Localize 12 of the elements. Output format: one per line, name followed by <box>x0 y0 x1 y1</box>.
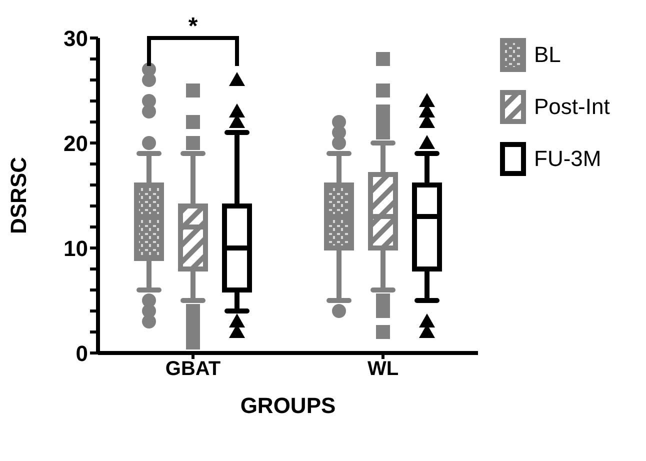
y-tick-label: 20 <box>64 130 88 156</box>
x-axis-title: GROUPS <box>240 393 336 418</box>
legend-label: FU-3M <box>534 146 602 172</box>
legend-label: Post-Int <box>534 94 610 120</box>
x-tick-label: WL <box>367 358 399 380</box>
y-tick-label: 30 <box>64 26 88 51</box>
x-tick-label: GBAT <box>165 358 221 380</box>
y-tick-label: 0 <box>76 340 88 366</box>
annotation: * <box>188 13 198 40</box>
y-axis-title: DSRSC <box>6 156 31 234</box>
y-tick-label: 10 <box>64 236 88 261</box>
legend-label: BL <box>534 42 561 68</box>
